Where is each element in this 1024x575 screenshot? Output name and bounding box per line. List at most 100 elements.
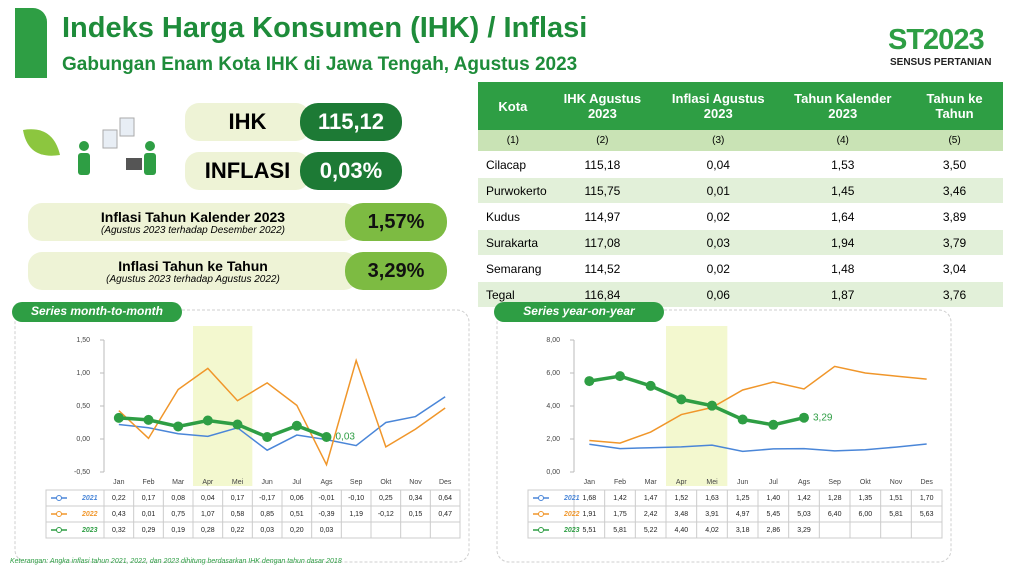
table-value: 2,86 xyxy=(767,527,781,534)
x-tick-label: Nov xyxy=(890,479,903,486)
x-tick-label: Ags xyxy=(320,479,333,486)
table-cell: 0,02 xyxy=(657,203,780,230)
table-value: 0,01 xyxy=(142,511,156,518)
tahunan-label: Inflasi Tahun ke Tahun xyxy=(118,257,268,274)
x-tick-label: Jun xyxy=(737,479,748,486)
table-value: 0,43 xyxy=(112,511,126,518)
table-value: 0,08 xyxy=(171,495,185,502)
table-value: 0,25 xyxy=(379,495,393,502)
x-tick-label: Jun xyxy=(262,479,273,486)
x-tick-label: Des xyxy=(920,479,933,486)
table-value: 0,19 xyxy=(171,527,185,534)
table-value: 1,25 xyxy=(736,495,750,502)
table-row: Semarang 114,52 0,02 1,48 3,04 xyxy=(478,255,1003,282)
table-value: 1,35 xyxy=(859,495,873,502)
table-cell: 114,97 xyxy=(547,203,658,230)
legend-label: 2022 xyxy=(563,511,580,518)
table-value: 0,28 xyxy=(201,527,215,534)
y-tick-label: -0,50 xyxy=(74,469,90,476)
subheader-cell: (4) xyxy=(779,130,907,152)
chart-mtm: Series month-to-month -0,50 0,00 0,50 1,00 1,… xyxy=(12,302,470,563)
table-value: 5,63 xyxy=(920,511,934,518)
table-value: 1,40 xyxy=(767,495,781,502)
x-tick-label: Jul xyxy=(292,479,301,486)
x-tick-label: Mei xyxy=(232,479,244,486)
end-label: 3,29 xyxy=(813,412,833,423)
table-value: 1,52 xyxy=(675,495,689,502)
legend-label: 2021 xyxy=(81,495,98,502)
city-table: Kota IHK Agustus 2023 Inflasi Agustus 2023… xyxy=(478,82,1003,308)
table-value: 0,47 xyxy=(438,511,452,518)
table-cell: 0,03 xyxy=(657,229,780,256)
series-line xyxy=(118,416,328,439)
table-value: 0,17 xyxy=(231,495,245,502)
table-value: 0,64 xyxy=(438,495,452,502)
table-cell: Purwokerto xyxy=(478,177,548,204)
table-value: 4,97 xyxy=(736,511,750,518)
x-tick-label: Mar xyxy=(645,479,658,486)
x-tick-label: Nov xyxy=(409,479,422,486)
y-tick-label: 0,00 xyxy=(546,469,560,476)
table-value: 3,29 xyxy=(797,527,811,534)
table-cell: 0,02 xyxy=(657,255,780,282)
y-tick-label: 1,00 xyxy=(76,370,90,377)
subheader-cell: (2) xyxy=(547,130,658,152)
table-cell: 3,76 xyxy=(906,281,1003,308)
ihk-value: 115,12 xyxy=(300,103,402,141)
legend-marker xyxy=(538,511,544,517)
table-row: Kudus 114,97 0,02 1,64 3,89 xyxy=(478,203,1003,230)
legend-marker xyxy=(56,511,62,517)
table-cell: Cilacap xyxy=(478,151,548,178)
series-line xyxy=(589,365,927,444)
point xyxy=(615,371,625,382)
series-line xyxy=(118,357,446,467)
table-value: 1,47 xyxy=(644,495,658,502)
point xyxy=(737,414,748,425)
table-value: 5,03 xyxy=(797,511,811,518)
table-value: 6,00 xyxy=(859,511,873,518)
table-value: 1,42 xyxy=(613,495,627,502)
table-value: 3,91 xyxy=(705,511,719,518)
table: Kota IHK Agustus 2023 Inflasi Agustus 2023… xyxy=(478,82,1003,308)
point xyxy=(202,415,213,426)
column-header: Tahun ke Tahun xyxy=(906,82,1003,130)
table-value: 6,40 xyxy=(828,511,842,518)
point xyxy=(143,414,154,425)
table-value: 0,03 xyxy=(320,527,334,534)
point xyxy=(173,421,184,432)
person xyxy=(79,141,89,151)
laptop xyxy=(126,158,142,170)
series-line xyxy=(589,374,805,427)
column-header: Kota xyxy=(478,82,548,130)
title-pill xyxy=(12,302,182,322)
table-value: 1,63 xyxy=(705,495,719,502)
table-value: 1,68 xyxy=(583,495,597,502)
x-tick-label: Mei xyxy=(706,479,718,486)
table-value: 0,32 xyxy=(112,527,126,534)
table-value: 1,19 xyxy=(349,511,363,518)
legend-marker xyxy=(538,495,544,501)
table-value: -0,10 xyxy=(348,495,364,502)
y-tick-label: 0,50 xyxy=(76,403,90,410)
table-value: 5,51 xyxy=(583,527,597,534)
table-value: 1,28 xyxy=(828,495,842,502)
table-value: 4,40 xyxy=(675,527,689,534)
end-label: 0,03 xyxy=(336,432,356,443)
table-value: 1,07 xyxy=(201,511,215,518)
table-value: 3,48 xyxy=(675,511,689,518)
y-tick-label: 4,00 xyxy=(546,403,560,410)
doc xyxy=(119,117,135,137)
legend-marker xyxy=(56,495,62,501)
table-cell: 115,18 xyxy=(547,151,658,178)
point xyxy=(321,432,332,443)
table-cell: 0,01 xyxy=(657,177,780,204)
logo-sub: SENSUS PERTANIAN xyxy=(890,57,992,68)
table-value: 0,04 xyxy=(201,495,215,502)
x-tick-label: Jan xyxy=(584,479,595,486)
table-value: 4,02 xyxy=(705,527,719,534)
tahunan-note: (Agustus 2023 terhadap Agustus 2022) xyxy=(106,273,280,285)
table-value: 1,75 xyxy=(613,511,627,518)
subheader-cell: (1) xyxy=(478,130,548,152)
table-cell: Surakarta xyxy=(478,229,548,256)
